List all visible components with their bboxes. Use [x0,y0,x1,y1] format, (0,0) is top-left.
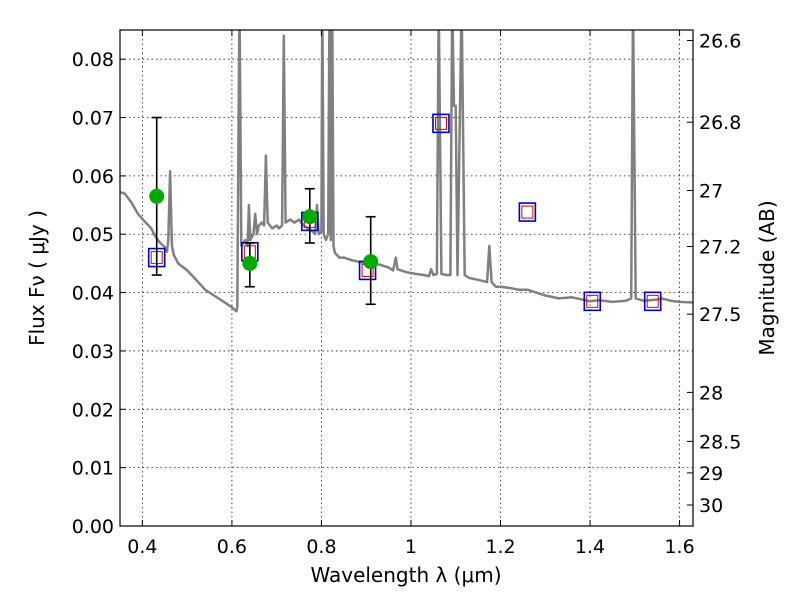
y2-tick-label: 27 [699,180,723,202]
y2-tick-label: 28.5 [699,431,741,453]
y-tick-label: 0.08 [72,49,114,71]
tick-labels: 0.4 0.6 0.8 1 1.2 1.4 1.6 0.00 0.01 0.02 0.03 0.04 0… [72,31,742,558]
model-point-box [583,291,602,312]
plot-area [120,30,693,313]
sed-line [120,30,693,313]
y2-tick-label: 29 [699,463,723,485]
x-tick-label: 1 [405,536,417,558]
axis-ticks [120,30,693,527]
model-point-box [518,202,537,222]
y-axis-title: Flux Fν ( μJy ) [25,210,49,346]
model-point-box [643,291,662,312]
x-tick-label: 1.6 [664,536,694,558]
observed-point [363,254,379,270]
model-point-inner [646,294,659,308]
y2-axis-title: Magnitude (AB) [755,200,779,355]
y2-tick-label: 27.2 [699,236,741,258]
model-point-box [432,113,450,134]
y-tick-label: 0.05 [72,224,114,246]
y2-tick-label: 26.6 [699,31,741,53]
y-tick-label: 0.00 [72,516,114,538]
x-tick-label: 0.6 [217,536,247,558]
y2-tick-label: 26.8 [699,112,741,134]
model-point-inner [434,116,447,130]
plot-frame [119,29,694,527]
observed-point [302,209,318,225]
y-tick-label: 0.01 [72,458,114,480]
x-axis-title: Wavelength λ (μm) [310,563,501,587]
observed-point [242,255,258,271]
y-tick-label: 0.02 [72,399,114,421]
x-tick-label: 1.2 [485,536,515,558]
x-tick-label: 0.4 [127,536,157,558]
y-tick-label: 0.06 [72,166,114,188]
x-tick-label: 0.8 [306,536,336,558]
model-point-inner [586,294,599,308]
y2-tick-label: 28 [699,382,723,404]
x-tick-label: 1.4 [575,536,605,558]
y-tick-label: 0.03 [72,341,114,363]
y-tick-label: 0.04 [72,283,114,305]
model-point-inner [521,205,534,219]
y2-tick-label: 30 [699,495,723,517]
y-tick-label: 0.07 [72,108,114,130]
y2-tick-label: 27.5 [699,304,741,326]
observed-point [149,188,165,204]
